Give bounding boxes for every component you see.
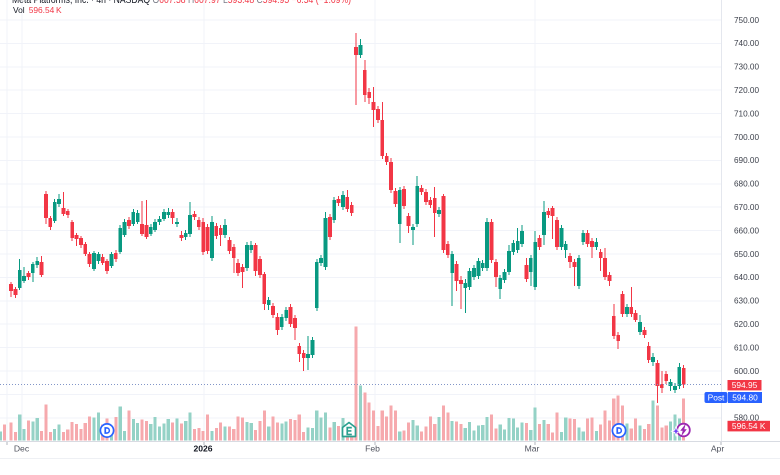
svg-text:650.00: 650.00 (734, 250, 759, 259)
svg-text:Feb: Feb (365, 444, 380, 454)
svg-text:620.00: 620.00 (734, 320, 759, 329)
svg-text:Vol: Vol (13, 5, 25, 15)
svg-text:Apr: Apr (711, 444, 725, 454)
svg-text:610.00: 610.00 (734, 343, 759, 352)
svg-text:596.54 K: 596.54 K (29, 5, 62, 15)
svg-text:640.00: 640.00 (734, 273, 759, 282)
svg-text:Meta Platforms, Inc. · 4h · NA: Meta Platforms, Inc. · 4h · NASDAQ O607.… (12, 0, 351, 6)
svg-text:600.00: 600.00 (734, 367, 759, 376)
svg-text:700.00: 700.00 (734, 133, 759, 142)
svg-text:660.00: 660.00 (734, 226, 759, 235)
svg-text:740.00: 740.00 (734, 39, 759, 48)
svg-text:596.54 K: 596.54 K (732, 421, 766, 431)
svg-text:580.00: 580.00 (734, 414, 759, 423)
svg-text:Dec: Dec (14, 444, 30, 454)
svg-text:710.00: 710.00 (734, 109, 759, 118)
svg-text:750.00: 750.00 (734, 16, 759, 25)
svg-text:630.00: 630.00 (734, 297, 759, 306)
svg-text:680.00: 680.00 (734, 180, 759, 189)
svg-text:Post: Post (708, 393, 725, 403)
svg-text:594.80: 594.80 (732, 393, 758, 403)
svg-text:670.00: 670.00 (734, 203, 759, 212)
svg-text:720.00: 720.00 (734, 86, 759, 95)
svg-text:Mar: Mar (525, 444, 540, 454)
svg-text:730.00: 730.00 (734, 63, 759, 72)
svg-text:690.00: 690.00 (734, 156, 759, 165)
svg-text:594.95: 594.95 (732, 380, 758, 390)
svg-text:2026: 2026 (193, 444, 212, 454)
